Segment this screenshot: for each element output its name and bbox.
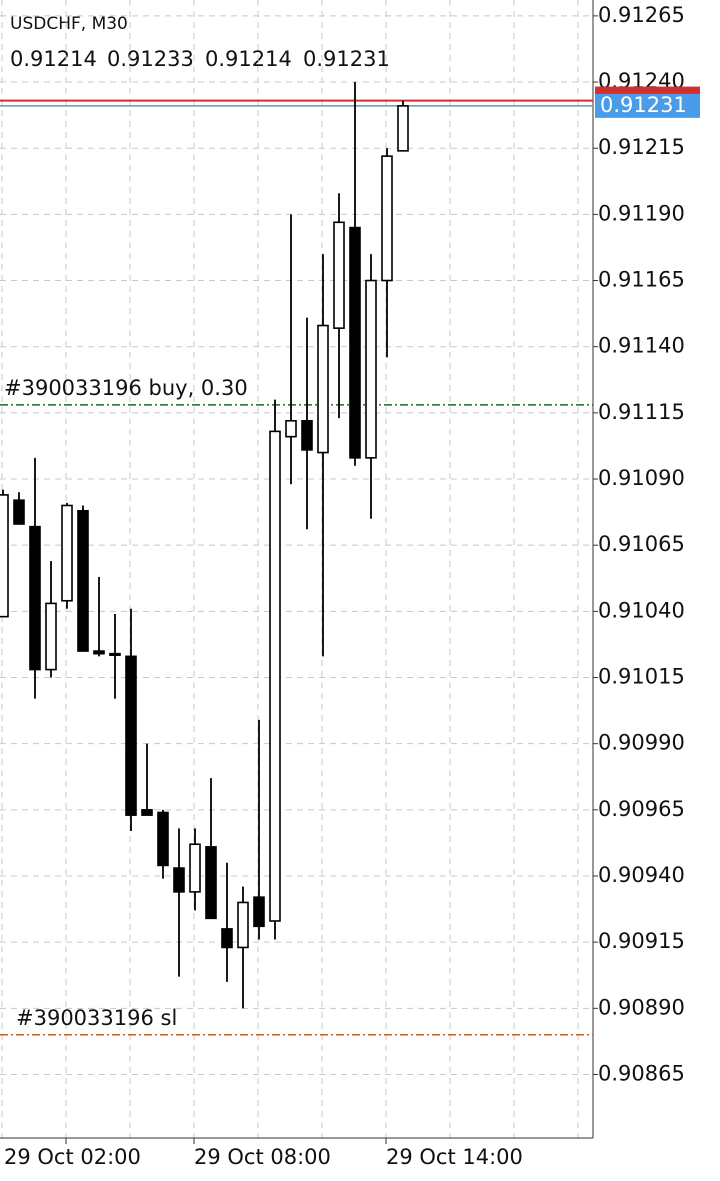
- y-tick-label: 0.91065: [598, 532, 685, 556]
- ohlc-open: 0.91214: [10, 47, 97, 71]
- candle-body: [221, 928, 233, 949]
- candle-body: [77, 509, 89, 652]
- y-tick-label: 0.91040: [598, 598, 685, 622]
- y-tick-label: 0.90965: [598, 797, 685, 821]
- y-tick-label: 0.90890: [598, 995, 685, 1019]
- candle-body: [269, 430, 281, 922]
- candle-body: [0, 494, 9, 618]
- candle-body: [205, 846, 217, 920]
- y-tick-label: 0.90915: [598, 929, 685, 953]
- candle-body: [237, 901, 249, 949]
- chart-title: USDCHF, M30: [10, 14, 128, 34]
- y-tick-label: 0.90865: [598, 1061, 685, 1085]
- order-label: #390033196 buy, 0.30: [4, 376, 248, 400]
- candle-body: [61, 504, 73, 602]
- price-layer: [0, 99, 593, 1036]
- ohlc-low: 0.91214: [205, 47, 292, 71]
- y-tick-label: 0.91115: [598, 400, 685, 424]
- candle-body: [349, 226, 361, 459]
- y-tick-label: 0.91215: [598, 135, 685, 159]
- candle-body: [13, 499, 25, 525]
- y-tick-label: 0.91090: [598, 466, 685, 490]
- candle-body: [93, 650, 105, 655]
- y-tick-label: 0.91190: [598, 201, 685, 225]
- candle-body: [365, 279, 377, 459]
- candle-body: [141, 809, 153, 816]
- candle-body: [125, 655, 137, 816]
- candle-body: [381, 155, 393, 282]
- bid-label: 0.91231: [600, 93, 687, 117]
- bid-box: [595, 93, 700, 118]
- candle-body: [173, 867, 185, 893]
- y-tick-label: 0.91165: [598, 268, 685, 292]
- candle-body: [253, 896, 265, 928]
- x-tick-label: 29 Oct 14:00: [386, 1145, 523, 1169]
- candle-body: [45, 602, 57, 671]
- labels-layer: 0.912650.912400.912150.911900.911650.911…: [4, 3, 700, 1169]
- order-label: #390033196 sl: [16, 1006, 177, 1030]
- candles-layer: [0, 82, 409, 1009]
- y-tick-label: 0.90940: [598, 863, 685, 887]
- candle-body: [109, 652, 121, 656]
- y-tick-label: 0.90990: [598, 731, 685, 755]
- x-tick-label: 29 Oct 08:00: [194, 1145, 331, 1169]
- y-tick-label: 0.91015: [598, 665, 685, 689]
- y-tick-label: 0.91265: [598, 3, 685, 27]
- ohlc-high: 0.91233: [107, 47, 194, 71]
- candle-body: [317, 324, 329, 454]
- x-tick-label: 29 Oct 02:00: [4, 1145, 141, 1169]
- ohlc-close: 0.91231: [303, 47, 390, 71]
- candle-body: [301, 419, 313, 451]
- candle-body: [29, 525, 41, 671]
- candle-body: [397, 105, 409, 152]
- candle-body: [189, 843, 201, 893]
- candle-body: [157, 811, 169, 867]
- candle-body: [333, 221, 345, 329]
- candle-body: [285, 419, 297, 438]
- grid-layer: [0, 0, 598, 1144]
- y-tick-label: 0.91140: [598, 334, 685, 358]
